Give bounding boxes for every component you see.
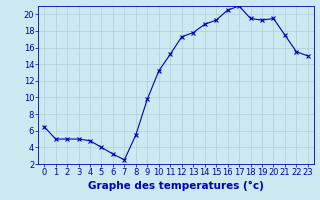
X-axis label: Graphe des temperatures (°c): Graphe des temperatures (°c) xyxy=(88,181,264,191)
